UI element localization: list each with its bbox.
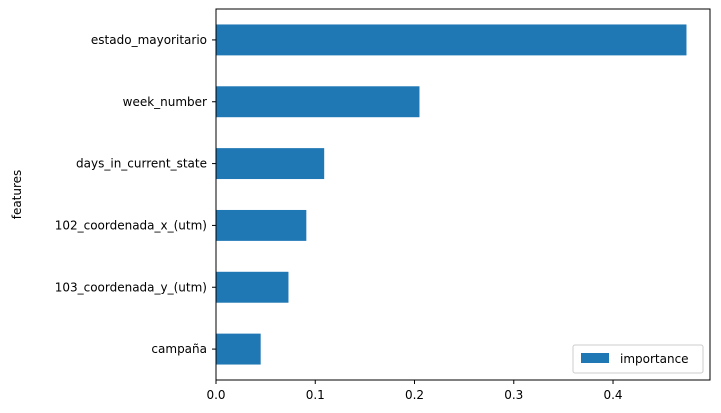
x-ticks-group: 0.0 0.1 0.2 0.3 0.4 <box>206 380 623 402</box>
bar-3 <box>216 209 307 241</box>
bar-2 <box>216 148 325 180</box>
x-tick-label-4: 0.4 <box>603 388 622 402</box>
bars-group <box>216 24 687 365</box>
x-tick-label-3: 0.3 <box>504 388 523 402</box>
legend: importance <box>572 344 704 374</box>
x-tick-label-2: 0.2 <box>405 388 424 402</box>
bar-5 <box>216 333 261 365</box>
y-tick-label-3: 102_coordenada_x_(utm) <box>55 218 207 232</box>
legend-swatch <box>581 353 609 363</box>
x-tick-label-0: 0.0 <box>206 388 225 402</box>
y-tick-label-1: week_number <box>123 95 207 109</box>
legend-label: importance <box>620 352 689 366</box>
y-ticks-group: estado_mayoritario week_number days_in_cur… <box>55 33 216 356</box>
bar-0 <box>216 24 687 56</box>
bar-1 <box>216 86 420 118</box>
y-axis-label: features <box>10 170 24 220</box>
y-tick-label-4: 103_coordenada_y_(utm) <box>55 280 207 294</box>
plot-frame <box>215 8 711 381</box>
bar-4 <box>216 271 289 303</box>
legend-box <box>572 344 704 374</box>
y-tick-label-2: days_in_current_state <box>76 157 207 171</box>
x-tick-label-1: 0.1 <box>306 388 325 402</box>
y-tick-label-5: campaña <box>151 342 207 356</box>
y-tick-label-0: estado_mayoritario <box>91 33 207 47</box>
